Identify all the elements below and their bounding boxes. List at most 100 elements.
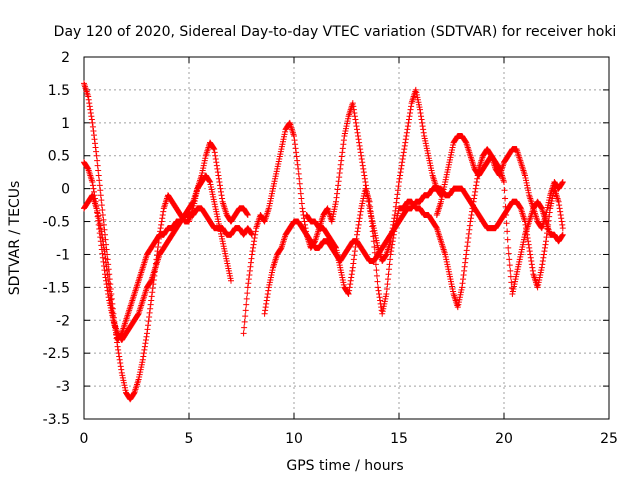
data-point [147,305,154,312]
y-tick-label: -0.5 [43,215,70,231]
data-point [362,179,369,186]
data-point [351,248,358,255]
data-point [261,310,268,317]
data-point [219,195,226,202]
data-point [506,256,513,263]
data-point [140,350,147,357]
data-point [99,235,106,241]
data-point [265,287,272,294]
data-point [360,165,367,172]
data-point [95,167,102,174]
data-point [335,182,342,189]
data-point [356,215,363,222]
data-point [502,195,509,202]
data-point [206,178,213,185]
data-point [405,116,412,123]
data-point [371,244,378,251]
data-point [99,254,106,261]
data-point [160,208,167,215]
x-tick-label: 15 [390,431,408,447]
data-point [141,343,148,350]
data-point [357,149,364,156]
data-point [107,296,114,303]
data-point [93,148,100,155]
data-point [294,161,301,168]
data-point [155,244,162,251]
data-point [470,198,477,205]
data-point [557,208,564,215]
data-point [465,235,472,241]
data-point [149,289,156,296]
series-sat-f [303,146,566,317]
data-point [469,205,476,212]
data-point [418,113,425,120]
data-point [140,353,147,360]
data-point [246,272,253,279]
data-point [214,165,221,172]
data-point [99,211,106,218]
data-point [252,231,259,238]
data-point [467,218,474,225]
data-point [244,284,251,291]
data-point [301,218,308,225]
data-point [406,113,413,120]
data-point [96,182,103,189]
y-tick-label: -2.5 [43,346,70,362]
data-point [216,179,223,186]
data-point [559,179,566,186]
data-point [333,194,340,201]
data-point [408,103,415,110]
data-point [539,261,546,268]
data-point [345,290,352,297]
data-point [247,263,254,270]
x-tick-label: 5 [185,431,194,447]
data-point [351,109,358,116]
data-point [418,116,425,123]
data-point [557,211,564,218]
y-tick-label: 0 [61,182,70,198]
data-point [358,152,365,159]
data-point [467,215,474,222]
data-point [98,231,105,238]
data-point [462,255,469,262]
data-point [212,156,219,163]
data-point [384,281,391,288]
data-point [353,235,360,242]
data-point [401,142,408,149]
data-point [407,109,414,116]
series-sat-g [433,132,566,297]
data-point [250,241,257,248]
data-point [350,106,357,113]
data-point [294,157,301,164]
data-point [100,221,107,228]
data-point [340,137,347,144]
data-point [401,146,408,153]
data-point [387,256,394,263]
data-point [332,244,339,251]
data-point [101,226,108,233]
data-point [346,287,353,294]
data-point [388,244,395,251]
data-point [377,297,384,304]
data-point [348,274,355,281]
data-point [292,145,299,152]
data-point [419,123,426,130]
data-point [371,249,378,256]
data-point [559,231,566,238]
data-point [295,165,302,172]
data-point [104,272,111,279]
data-point [337,161,344,168]
data-point [148,293,155,300]
data-point [144,326,151,333]
data-point [98,228,105,235]
data-point [474,175,481,182]
data-point [145,322,152,329]
data-point [141,346,148,353]
data-point [350,103,357,110]
data-point [393,199,400,206]
data-point [508,279,515,286]
y-tick-label: -3.5 [43,412,70,428]
data-point [356,218,363,225]
data-point [352,116,359,123]
data-point [97,192,104,199]
